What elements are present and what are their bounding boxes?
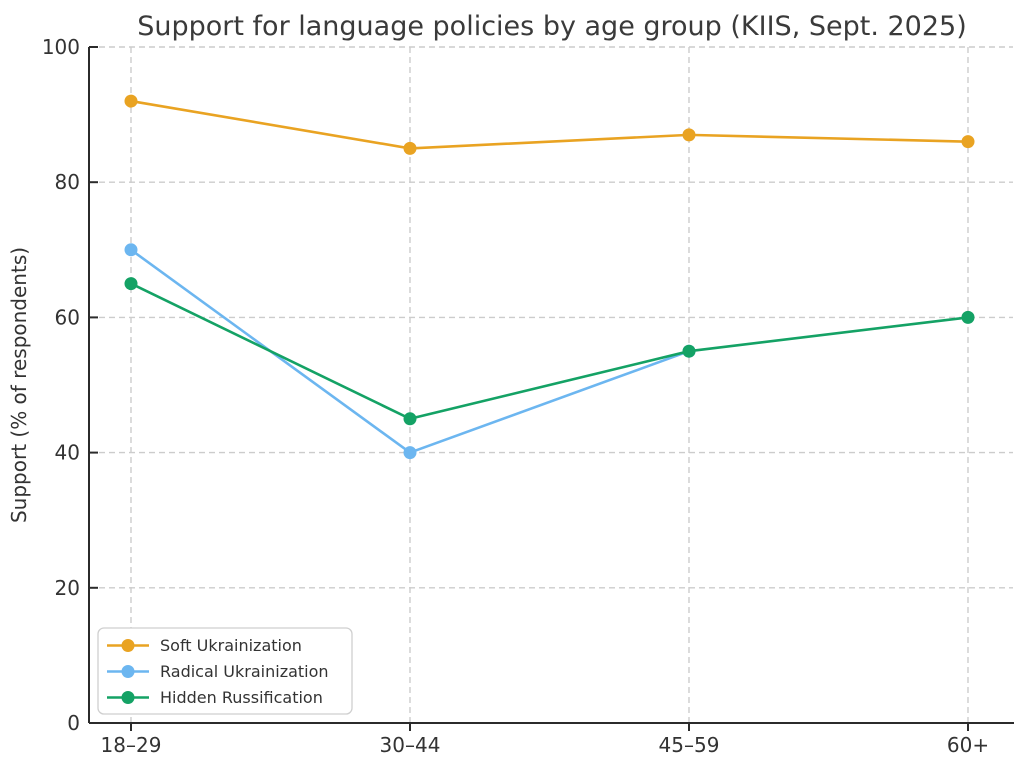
y-tick-label: 80	[55, 170, 80, 194]
data-point-radical-ukrainization-18-29	[124, 243, 138, 257]
series-line-soft-ukrainization	[129, 99, 970, 150]
data-point-soft-ukrainization-60	[961, 135, 975, 149]
legend-item-soft-ukrainization: Soft Ukrainization	[107, 636, 302, 655]
tick-labels: 0 20 40 60 80 100 18–29 30–44 45–59 60+	[42, 35, 989, 757]
x-tick-label: 45–59	[659, 733, 720, 757]
chart-title: Support for language policies by age gro…	[137, 11, 967, 42]
data-point-hidden-russification-18-29	[124, 277, 138, 291]
legend-label: Soft Ukrainization	[160, 636, 302, 655]
y-tick-label: 20	[55, 576, 80, 600]
gridlines	[89, 46, 1013, 723]
y-axis-label: Support (% of respondents)	[7, 247, 31, 523]
y-tick-label: 100	[42, 35, 80, 59]
legend-marker-swatch	[121, 639, 135, 652]
legend: Soft Ukrainization Radical Ukrainization H…	[97, 627, 353, 715]
legend-item-hidden-russification: Hidden Russification	[107, 688, 323, 707]
data-point-radical-ukrainization-30-44	[403, 446, 417, 460]
data-point-hidden-russification-30-44	[403, 412, 417, 426]
y-tick-label: 40	[55, 441, 80, 465]
x-tick-label: 60+	[947, 733, 989, 757]
legend-box	[97, 627, 353, 715]
data-point-soft-ukrainization-45-59	[682, 128, 696, 142]
x-tick-label: 30–44	[380, 733, 441, 757]
data-point-soft-ukrainization-30-44	[403, 141, 417, 155]
legend-label: Radical Ukrainization	[160, 662, 329, 681]
series-layer	[124, 94, 975, 460]
data-point-hidden-russification-45-59	[682, 344, 696, 358]
data-point-soft-ukrainization-18-29	[124, 94, 138, 108]
legend-marker-swatch	[121, 665, 135, 678]
x-tick-label: 18–29	[101, 733, 162, 757]
legend-item-radical-ukrainization: Radical Ukrainization	[107, 662, 329, 681]
data-point-hidden-russification-60	[961, 310, 975, 324]
axes	[88, 46, 1014, 731]
series-line-hidden-russification	[129, 282, 970, 421]
y-tick-label: 0	[67, 711, 80, 735]
legend-marker-swatch	[121, 691, 135, 704]
legend-label: Hidden Russification	[160, 688, 323, 707]
y-tick-label: 60	[55, 305, 80, 329]
